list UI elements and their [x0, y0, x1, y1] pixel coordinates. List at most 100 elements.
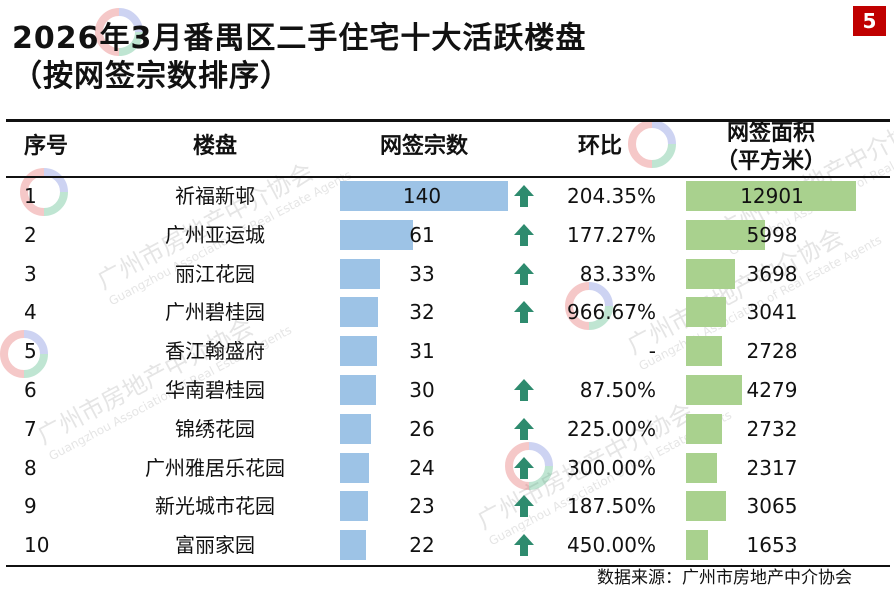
- area-bar: [686, 181, 856, 211]
- deals-cell: 22: [409, 533, 435, 558]
- deals-cell: 61: [409, 222, 435, 247]
- area-cell: 5998: [746, 222, 798, 247]
- rank-cell: 3: [24, 261, 37, 286]
- estate-name-cell: 广州亚运城: [165, 222, 265, 247]
- page-number-badge: 5: [853, 6, 886, 36]
- estate-name-cell: 广州碧桂园: [165, 300, 265, 325]
- table-header-rule: [6, 176, 890, 178]
- area-bar: [686, 219, 765, 250]
- estate-name-cell: 广州雅居乐花园: [145, 455, 285, 480]
- arrow-up-icon: [514, 417, 534, 440]
- mom-cell: 204.35%: [567, 184, 656, 208]
- area-cell: 3041: [746, 300, 798, 325]
- table-top-rule: [6, 119, 890, 122]
- arrow-up-icon: [514, 301, 534, 324]
- header-area-line-2: （平方米）: [715, 149, 826, 174]
- arrow-up-icon: [514, 534, 534, 557]
- rank-cell: 10: [24, 533, 50, 558]
- data-source-note: 数据来源：广州市房地产中介协会: [597, 568, 852, 588]
- deals-bar: [340, 219, 414, 250]
- deals-bar: [340, 375, 376, 405]
- rank-cell: 9: [24, 494, 37, 519]
- deals-cell: 23: [409, 494, 435, 519]
- area-bar: [686, 413, 722, 444]
- estate-name-cell: 祈福新邨: [175, 184, 255, 208]
- deals-cell: 140: [402, 184, 442, 208]
- area-cell: 2732: [746, 416, 798, 441]
- mom-cell: 187.50%: [567, 494, 656, 519]
- deals-bar: [340, 258, 380, 289]
- area-bar: [686, 336, 722, 367]
- rank-cell: 2: [24, 222, 37, 247]
- rank-cell: 5: [24, 339, 37, 364]
- area-bar: [686, 297, 727, 328]
- title-line-1: 2026年3月番禺区二手住宅十大活跃楼盘: [12, 21, 587, 56]
- deals-bar: [340, 530, 367, 561]
- mom-cell: -: [648, 339, 656, 364]
- arrow-up-icon: [514, 495, 534, 518]
- mom-cell: 966.67%: [567, 300, 656, 325]
- deals-cell: 33: [409, 261, 435, 286]
- mom-cell: 83.33%: [579, 261, 656, 286]
- area-bar: [686, 452, 717, 483]
- deals-cell: 31: [409, 339, 435, 364]
- header-area-line-1: 网签面积: [726, 121, 815, 146]
- area-cell: 2317: [746, 455, 798, 480]
- estate-name-cell: 富丽家园: [175, 533, 255, 558]
- header-area: 网签面积 （平方米）: [686, 120, 856, 176]
- area-bar: [686, 375, 743, 405]
- header-mom: 环比: [577, 134, 622, 159]
- estate-name-cell: 锦绣花园: [175, 416, 255, 441]
- association-logo-icon: [565, 282, 613, 330]
- association-logo-icon: [505, 442, 553, 490]
- deals-bar: [340, 336, 378, 367]
- area-bar: [686, 530, 708, 561]
- deals-bar: [340, 297, 379, 328]
- area-cell: 4279: [746, 378, 798, 402]
- arrow-up-icon: [514, 379, 534, 401]
- mom-cell: 87.50%: [579, 378, 656, 402]
- arrow-up-icon: [514, 456, 534, 479]
- deals-cell: 32: [409, 300, 435, 325]
- deals-cell: 26: [409, 416, 435, 441]
- header-deals: 网签宗数: [379, 134, 468, 159]
- deals-cell: 24: [409, 455, 435, 480]
- title-line-2: （按网签宗数排序）: [12, 59, 291, 94]
- mom-cell: 450.00%: [567, 533, 656, 558]
- area-bar: [686, 491, 727, 522]
- arrow-up-icon: [514, 185, 534, 207]
- estate-name-cell: 香江翰盛府: [165, 339, 265, 364]
- arrow-up-icon: [514, 262, 534, 285]
- area-cell: 2728: [746, 339, 798, 364]
- estate-name-cell: 新光城市花园: [155, 494, 275, 519]
- association-logo-icon: [0, 330, 48, 378]
- association-logo-icon: [95, 8, 143, 56]
- area-cell: 3065: [746, 494, 798, 519]
- estate-name-cell: 丽江花园: [175, 261, 255, 286]
- area-bar: [686, 258, 735, 289]
- association-logo-icon: [20, 168, 68, 216]
- rank-cell: 8: [24, 455, 37, 480]
- table-bottom-rule: [6, 565, 890, 567]
- area-cell: 12901: [740, 184, 804, 208]
- rank-cell: 6: [24, 378, 37, 402]
- deals-bar: [340, 491, 368, 522]
- rank-cell: 4: [24, 300, 37, 325]
- rank-cell: 1: [24, 184, 37, 208]
- header-rank: 序号: [23, 134, 68, 159]
- deals-bar: [340, 181, 508, 211]
- arrow-up-icon: [514, 223, 534, 246]
- area-cell: 3698: [746, 261, 798, 286]
- association-logo-icon: [628, 120, 676, 168]
- area-cell: 1653: [746, 533, 798, 558]
- header-estate: 楼盘: [192, 134, 237, 159]
- page-title: 2026年3月番禺区二手住宅十大活跃楼盘 （按网签宗数排序）: [12, 20, 586, 96]
- mom-cell: 225.00%: [567, 416, 656, 441]
- estate-name-cell: 华南碧桂园: [165, 378, 265, 402]
- deals-cell: 30: [409, 378, 435, 402]
- mom-cell: 300.00%: [567, 455, 656, 480]
- rank-cell: 7: [24, 416, 37, 441]
- deals-bar: [340, 452, 369, 483]
- mom-cell: 177.27%: [567, 222, 656, 247]
- deals-bar: [340, 413, 372, 444]
